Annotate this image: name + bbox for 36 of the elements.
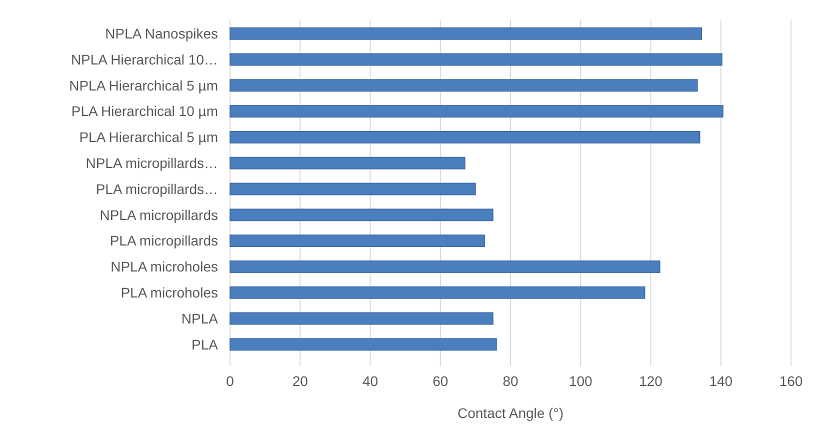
y-tick-label: PLA Hierarchical 10 µm — [71, 103, 218, 120]
x-tick-label: 0 — [226, 373, 234, 389]
y-tick-label: PLA micropillards — [110, 232, 218, 249]
y-tick-label: NPLA micropillards… — [86, 155, 218, 171]
y-tick-label: PLA micropillards… — [96, 180, 218, 197]
bar — [230, 234, 485, 248]
x-tick-label: 120 — [639, 373, 663, 389]
y-tick-label: PLA — [192, 336, 219, 352]
y-tick-label: NPLA — [181, 310, 219, 326]
bar — [230, 260, 660, 273]
bar — [230, 27, 702, 40]
bar — [230, 182, 476, 196]
bar — [230, 156, 466, 170]
bar — [230, 286, 646, 299]
x-tick-label: 60 — [432, 373, 448, 389]
y-tick-label: PLA microholes — [120, 284, 218, 300]
bar — [230, 105, 724, 118]
bar — [230, 53, 722, 66]
y-tick-label: NPLA Hierarchical 5 µm — [69, 77, 218, 94]
y-tick-label: PLA Hierarchical 5 µm — [79, 129, 218, 146]
bar — [230, 130, 700, 144]
x-axis-title: Contact Angle (°) — [458, 405, 564, 421]
y-tick-label: NPLA microholes — [110, 258, 218, 275]
x-tick-label: 140 — [709, 373, 733, 389]
bar — [230, 338, 497, 351]
x-tick-label: 160 — [779, 373, 803, 389]
bar — [230, 79, 698, 92]
y-tick-label: NPLA Nanospikes — [105, 26, 218, 42]
y-tick-label: NPLA micropillards — [100, 206, 218, 223]
x-tick-label: 20 — [292, 373, 308, 389]
y-tick-label: NPLA Hierarchical 10… — [70, 51, 218, 68]
x-tick-label: 40 — [362, 373, 378, 389]
x-tick-label: 80 — [502, 373, 518, 389]
bar — [230, 208, 494, 222]
bar — [230, 312, 494, 325]
x-tick-label: 100 — [568, 373, 593, 389]
